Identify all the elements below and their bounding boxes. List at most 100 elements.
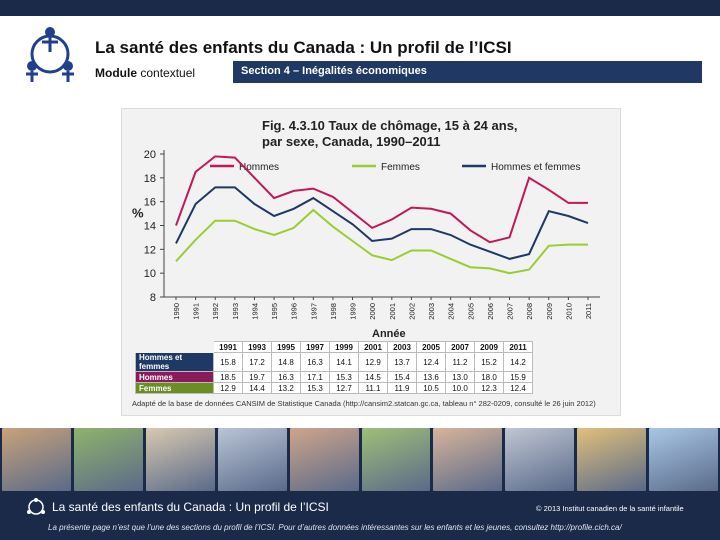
photo-thumbnail (217, 428, 287, 491)
table-cell: 15.3 (329, 371, 359, 383)
table-year-header: 1997 (300, 341, 330, 353)
x-tick-label: 1991 (192, 303, 201, 320)
table-cell: 18.5 (213, 371, 243, 383)
photo-thumbnail (577, 428, 647, 491)
x-axis-label: Année (372, 328, 406, 340)
module-label-bold: Module (95, 66, 137, 80)
table-cell: 14.4 (242, 382, 272, 394)
x-tick-label: 1996 (290, 303, 299, 320)
y-tick-label: 16 (144, 197, 156, 209)
x-tick-label: 2002 (407, 303, 416, 320)
data-table: 1991 1993 1995 1997 1999 2001 2003 2005 2007 2009… (135, 341, 533, 394)
series-line-hommes (175, 155, 588, 244)
y-tick-label: 14 (144, 221, 156, 233)
table-cell: 16.3 (271, 371, 301, 383)
y-tick-label: 8 (150, 292, 156, 304)
x-tick-label: 2008 (525, 303, 534, 320)
table-row: Femmes 12.9 14.4 13.2 15.3 12.7 11.1 11.9 10.5 10… (135, 382, 533, 394)
x-tick-label: 2010 (564, 303, 573, 320)
line-chart: 8 10 12 14 16 18 20% 1990 1991 1992 1993 1994 1995 19… (132, 149, 600, 340)
top-band (0, 0, 720, 16)
footer-copyright: © 2013 Institut canadien de la santé inf… (536, 504, 684, 513)
x-tick-label: 1994 (250, 303, 259, 320)
module-label: Module contextuel (95, 66, 195, 80)
x-tick-label: 2007 (506, 303, 515, 320)
table-cell: 15.4 (387, 371, 417, 383)
table-cell: 12.3 (474, 382, 504, 394)
legend-label: Hommes (239, 162, 279, 173)
table-cell: 11.9 (387, 382, 417, 394)
table-cell: 12.7 (329, 382, 359, 394)
table-cell: 13.6 (416, 371, 446, 383)
table-row-label: Hommes (135, 371, 214, 383)
photo-thumbnail (145, 428, 215, 491)
x-tick-label: 2009 (545, 303, 554, 320)
table-year-header: 1993 (242, 341, 272, 353)
table-cell: 12.9 (358, 352, 388, 372)
x-tick-label: 2003 (427, 303, 436, 320)
legend-label: Femmes (381, 162, 420, 173)
photo-thumbnail (361, 428, 431, 491)
table-year-header: 2003 (387, 341, 417, 353)
table-cell: 14.2 (503, 352, 533, 372)
x-tick-label: 2006 (486, 303, 495, 320)
table-cell: 10.0 (445, 382, 475, 394)
table-row: Hommes et femmes 15.8 17.2 14.8 16.3 14.1 12.9… (135, 352, 533, 372)
x-tick-label: 1992 (211, 303, 220, 320)
table-cell: 14.8 (271, 352, 301, 372)
table-cell: 14.1 (329, 352, 359, 372)
table-year-header: 2001 (358, 341, 388, 353)
cich-logo-icon (26, 27, 74, 82)
photo-thumbnail (289, 428, 359, 491)
table-cell: 18.0 (474, 371, 504, 383)
table-header-row: 1991 1993 1995 1997 1999 2001 2003 2005 2007 2009… (135, 341, 533, 353)
photo-strip (0, 428, 720, 491)
table-year-header: 2009 (474, 341, 504, 353)
table-row-label: Femmes (135, 382, 214, 394)
x-tick-label: 1993 (231, 303, 240, 320)
table-cell: 19.7 (242, 371, 272, 383)
y-tick-label: 20 (144, 149, 156, 161)
table-cell: 15.2 (474, 352, 504, 372)
x-tick-label: 2011 (584, 303, 593, 319)
table-year-header: 1999 (329, 341, 359, 353)
table-row: Hommes 18.5 19.7 16.3 17.1 15.3 14.5 15.4 13.6 13… (135, 371, 533, 383)
x-tick-label: 2000 (368, 303, 377, 320)
series-line-hommes-et-femmes (175, 186, 589, 260)
table-cell: 13.2 (271, 382, 301, 394)
table-year-header: 1995 (271, 341, 301, 353)
footer-title: La santé des enfants du Canada : Un prof… (52, 500, 329, 514)
photo-thumbnail (505, 428, 575, 491)
table-cell: 16.3 (300, 352, 330, 372)
table-year-header: 1991 (213, 341, 243, 353)
table-cell: 13.0 (445, 371, 475, 383)
table-cell: 11.1 (358, 382, 388, 394)
table-cell: 12.4 (416, 352, 446, 372)
source-note: Adapté de la base de données CANSIM de S… (132, 399, 596, 408)
table-cell: 17.1 (300, 371, 330, 383)
photo-thumbnail (433, 428, 503, 491)
y-axis-label: % (132, 206, 144, 221)
table-row-label: Hommes et femmes (135, 352, 214, 372)
footer-note: La présente page n’est que l’une des sec… (48, 523, 622, 532)
x-tick-label: 2004 (447, 303, 456, 320)
table-cell: 10.5 (416, 382, 446, 394)
series-line-femmes (175, 208, 588, 275)
y-tick-label: 10 (144, 268, 156, 280)
x-tick-label: 2001 (388, 303, 397, 320)
x-tick-label: 1990 (172, 303, 181, 320)
x-tick-label: 2005 (466, 303, 475, 320)
figure-panel: Fig. 4.3.10 Taux de chômage, 15 à 24 ans… (121, 108, 621, 416)
figure-title-line-1: Fig. 4.3.10 Taux de chômage, 15 à 24 ans… (262, 118, 518, 133)
footer-logo-icon (27, 498, 45, 515)
x-tick-label: 1995 (270, 303, 279, 320)
table-cell: 12.9 (213, 382, 243, 394)
table-cell: 14.5 (358, 371, 388, 383)
legend-label: Hommes et femmes (491, 162, 580, 173)
table-cell: 17.2 (242, 352, 272, 372)
photo-thumbnail (649, 428, 719, 491)
section-bar: Section 4 – Inégalités économiques (233, 61, 702, 83)
figure-title-line-2: par sexe, Canada, 1990–2011 (262, 134, 441, 149)
table-cell: 15.3 (300, 382, 330, 394)
table-year-header: 2005 (416, 341, 446, 353)
